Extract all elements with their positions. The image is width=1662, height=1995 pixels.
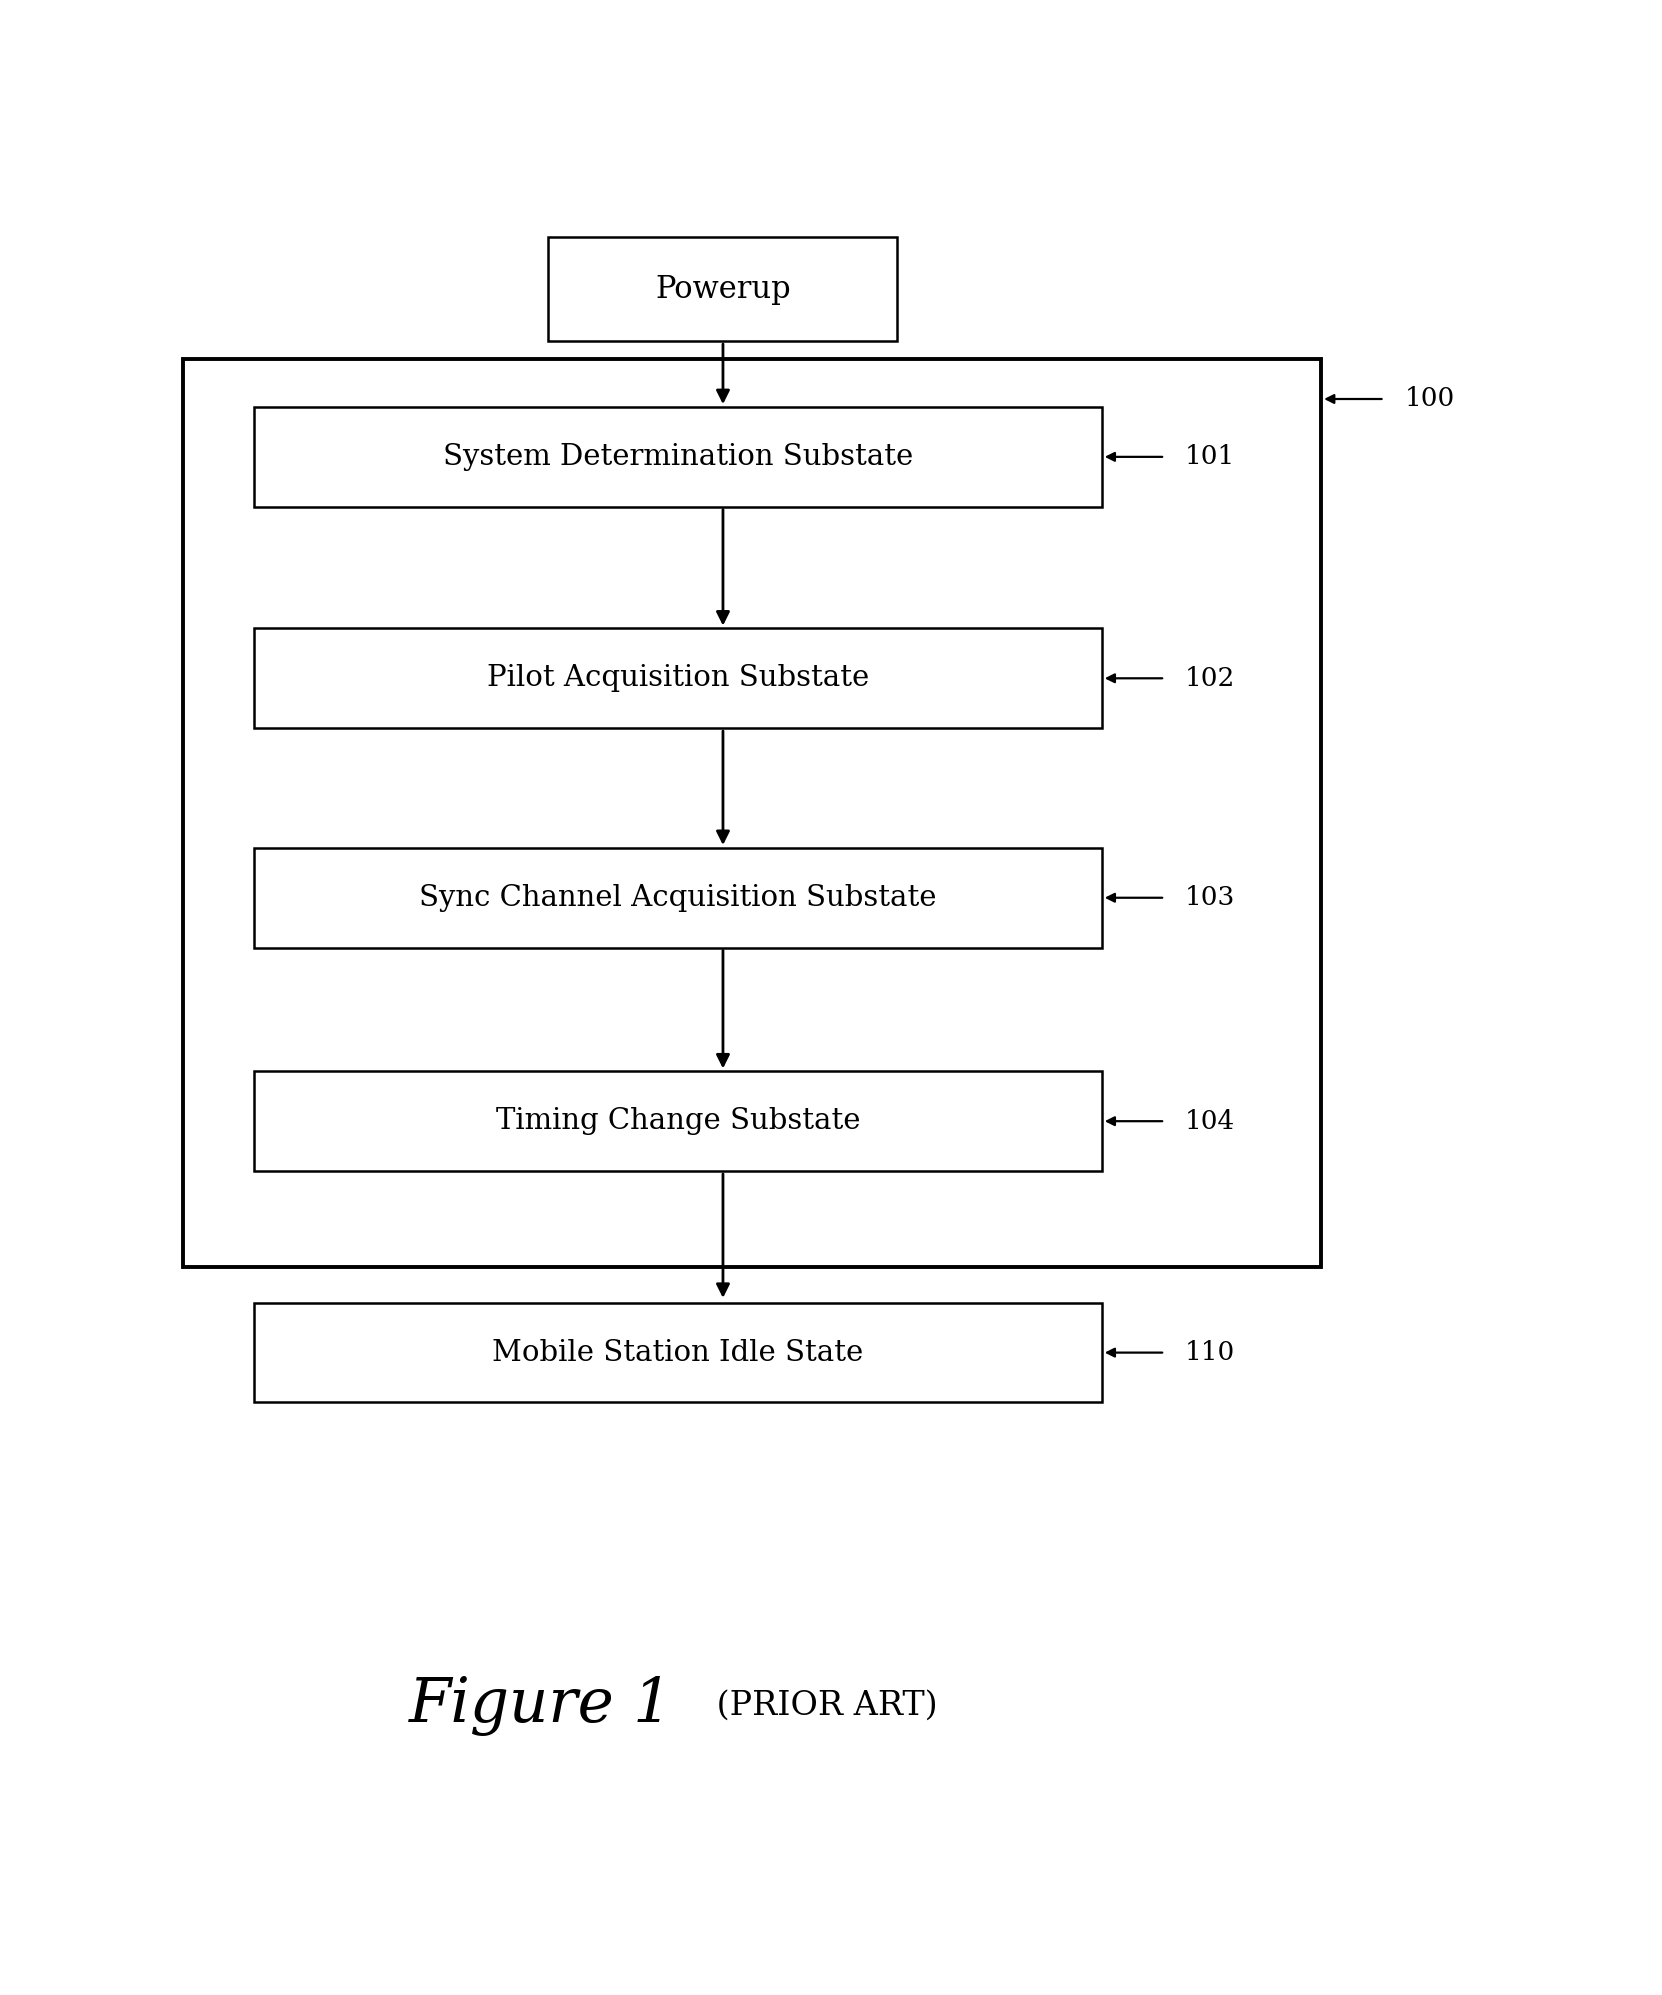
Text: (PRIOR ART): (PRIOR ART) [706, 1690, 937, 1722]
Text: System Determination Substate: System Determination Substate [444, 443, 912, 471]
Bar [254, 628, 1102, 728]
Bar [548, 237, 897, 341]
Text: Timing Change Substate: Timing Change Substate [495, 1107, 861, 1135]
Text: 102: 102 [1185, 666, 1235, 690]
Text: 110: 110 [1185, 1341, 1235, 1365]
Text: 101: 101 [1185, 445, 1235, 469]
Bar [254, 1303, 1102, 1402]
Text: 103: 103 [1185, 886, 1235, 910]
Bar [183, 359, 1321, 1267]
Bar [254, 407, 1102, 507]
Text: Mobile Station Idle State: Mobile Station Idle State [492, 1339, 864, 1367]
Text: Pilot Acquisition Substate: Pilot Acquisition Substate [487, 664, 869, 692]
Text: Powerup: Powerup [655, 273, 791, 305]
Bar [254, 1071, 1102, 1171]
Text: Figure 1: Figure 1 [409, 1676, 673, 1736]
Bar [254, 848, 1102, 948]
Text: Sync Channel Acquisition Substate: Sync Channel Acquisition Substate [419, 884, 937, 912]
Text: 104: 104 [1185, 1109, 1235, 1133]
Text: 100: 100 [1404, 387, 1454, 411]
